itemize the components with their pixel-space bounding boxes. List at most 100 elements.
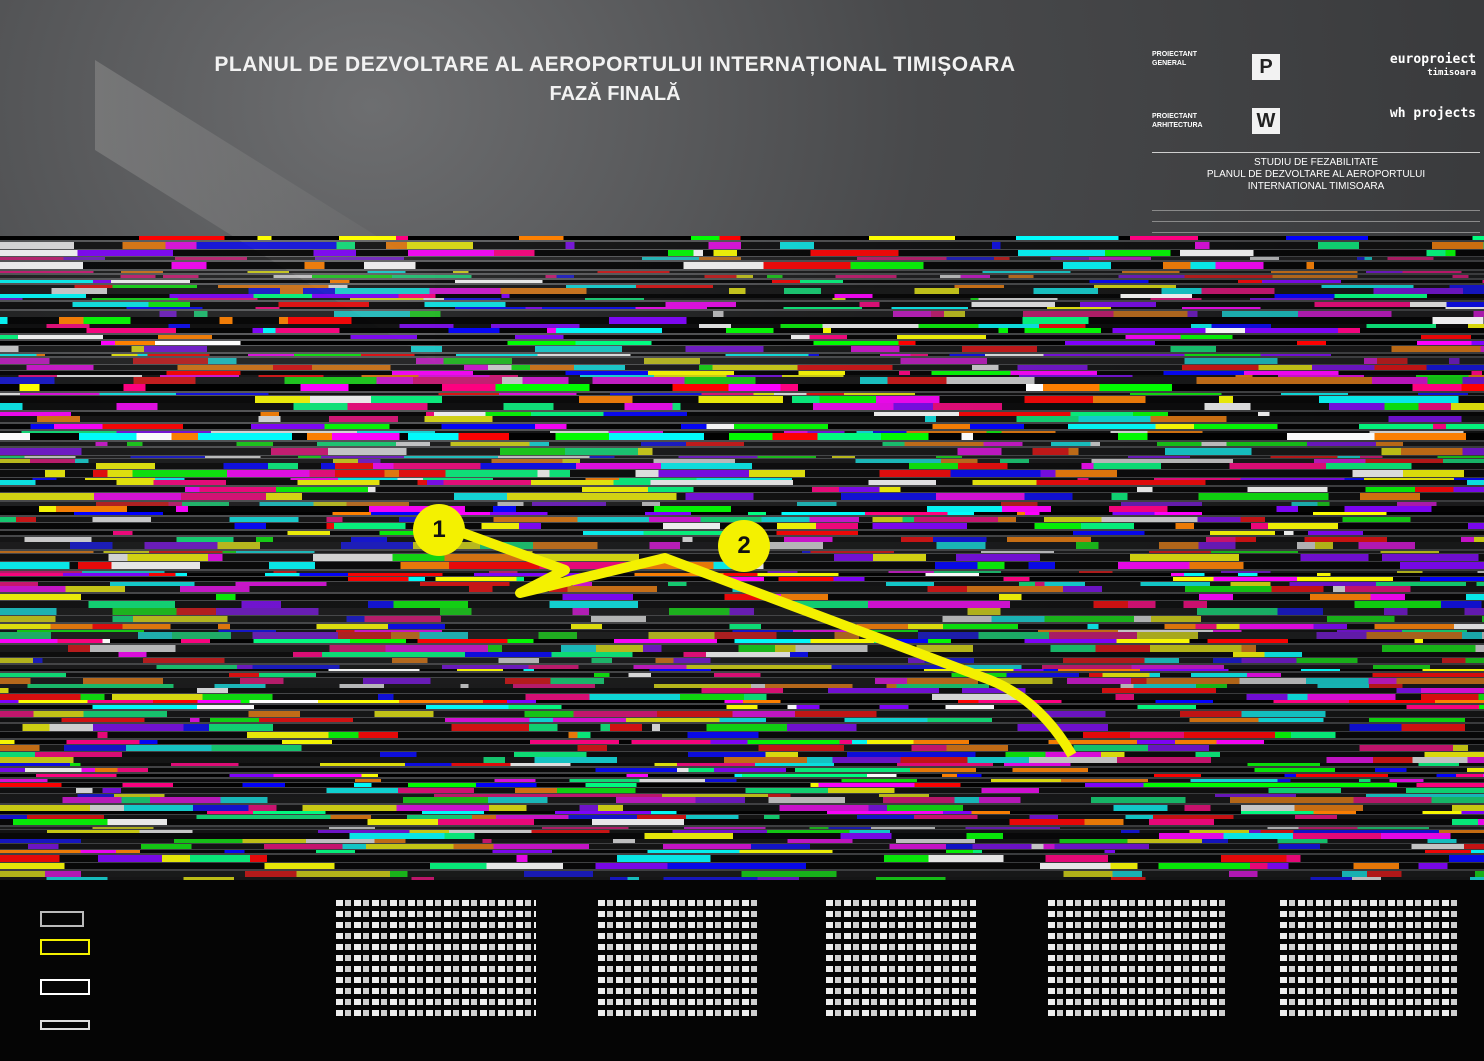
glitch-band (0, 855, 1484, 862)
legend-item (40, 910, 92, 932)
title-block-row (1152, 222, 1480, 233)
glitch-band (0, 819, 1484, 825)
glitch-band (0, 711, 1484, 717)
marker-2: 2 (718, 520, 770, 572)
glitch-band (0, 317, 1484, 324)
glitch-band (0, 788, 1484, 793)
glitch-band (0, 757, 1484, 763)
glitch-band (0, 311, 1484, 317)
glitch-band (0, 307, 1484, 309)
glitch-band (0, 384, 1484, 391)
glitch-band (0, 724, 1484, 731)
glitch-band (0, 459, 1484, 463)
glitch-band (0, 833, 1484, 839)
glitch-band (0, 442, 1484, 446)
route-path-1 (461, 528, 1077, 758)
glitch-band (0, 257, 1484, 260)
glitch-band (0, 328, 1484, 333)
title-block-row (1152, 211, 1480, 222)
glitch-band (0, 271, 1484, 273)
glitch-band (0, 280, 1484, 283)
glitch-band (0, 601, 1484, 608)
glitch-band (0, 705, 1484, 709)
glitch-band (0, 658, 1484, 663)
wh-logo-icon: W (1252, 108, 1280, 134)
glitch-band (0, 652, 1484, 657)
glitch-band (0, 371, 1484, 375)
glitch-band (0, 456, 1484, 458)
glitch-band (0, 700, 1484, 703)
study-line1: STUDIU DE FEZABILITATE (1253, 157, 1379, 168)
glitch-band (0, 506, 1484, 512)
glitch-band (0, 794, 1484, 797)
glitch-band (0, 830, 1484, 833)
notes-column (336, 900, 536, 1035)
glitch-band (0, 354, 1484, 356)
glitch-band (0, 768, 1484, 772)
glitch-band (0, 630, 1484, 632)
glitch-band (0, 517, 1484, 522)
legend-item (40, 938, 98, 960)
glitch-band (0, 594, 1484, 600)
glitch-band (0, 571, 1484, 573)
glitch-band (0, 365, 1484, 370)
glitch-band (0, 624, 1484, 629)
glitch-band (0, 740, 1484, 744)
glitch-band (0, 815, 1484, 819)
glitch-band (0, 288, 1484, 294)
marker-1: 1 (413, 504, 465, 556)
glitch-band (0, 850, 1484, 853)
glitch-band (0, 827, 1484, 829)
glitch-band (0, 346, 1484, 352)
poster-title: PLANUL DE DEZVOLTARE AL AEROPORTULUI INT… (200, 50, 1030, 108)
notes-column (1280, 900, 1460, 1035)
glitch-band (0, 577, 1484, 581)
glitch-band (0, 396, 1484, 403)
glitch-band (0, 805, 1484, 811)
glitch-band (0, 375, 1484, 377)
glitch-band (0, 433, 1484, 440)
glitch-band (0, 763, 1484, 766)
glitch-band (0, 665, 1484, 669)
glitch-band (0, 797, 1484, 803)
europroiect-logo-icon: P (1252, 54, 1280, 80)
glitch-band (0, 839, 1484, 843)
legend-item (40, 978, 98, 1000)
wh-brand: wh projects (1389, 106, 1476, 121)
glitch-band (0, 844, 1484, 849)
glitch-band (0, 779, 1484, 782)
architecture-designer-label: PROIECTANT ARHITECTURA (1152, 113, 1203, 129)
glitch-band (0, 416, 1484, 422)
glitch-band (0, 250, 1484, 256)
glitch-band (0, 694, 1484, 700)
glitch-band (0, 502, 1484, 506)
legend-item (40, 1016, 98, 1038)
glitch-band (0, 678, 1484, 684)
glitch-band (0, 478, 1484, 480)
glitch-band (0, 718, 1484, 722)
glitch-band (0, 669, 1484, 671)
glitch-band (0, 285, 1484, 288)
glitch-band (0, 377, 1484, 384)
glitch-band (0, 275, 1484, 278)
poster-title-line2: FAZĂ FINALĂ (549, 83, 681, 105)
glitch-band (0, 294, 1484, 298)
glitch-band (0, 262, 1484, 269)
title-block: PROIECTANT GENERAL P europroiect timisoa… (1152, 48, 1480, 238)
glitch-band (0, 424, 1484, 429)
glitch-band (0, 684, 1484, 688)
glitch-band (0, 324, 1484, 328)
glitch-band (0, 752, 1484, 757)
glitch-band (0, 811, 1484, 814)
glitch-band (0, 302, 1484, 307)
notes-column (598, 900, 758, 1035)
title-block-row (1152, 200, 1480, 211)
general-designer-label: PROIECTANT GENERAL (1152, 51, 1197, 67)
glitch-band (0, 871, 1484, 877)
glitch-band (0, 236, 1484, 240)
europroiect-brand: europroiect (1389, 52, 1476, 67)
study-line2: PLANUL DE DEZVOLTARE AL AEROPORTULUI (1206, 169, 1426, 180)
notes-column (826, 900, 976, 1035)
